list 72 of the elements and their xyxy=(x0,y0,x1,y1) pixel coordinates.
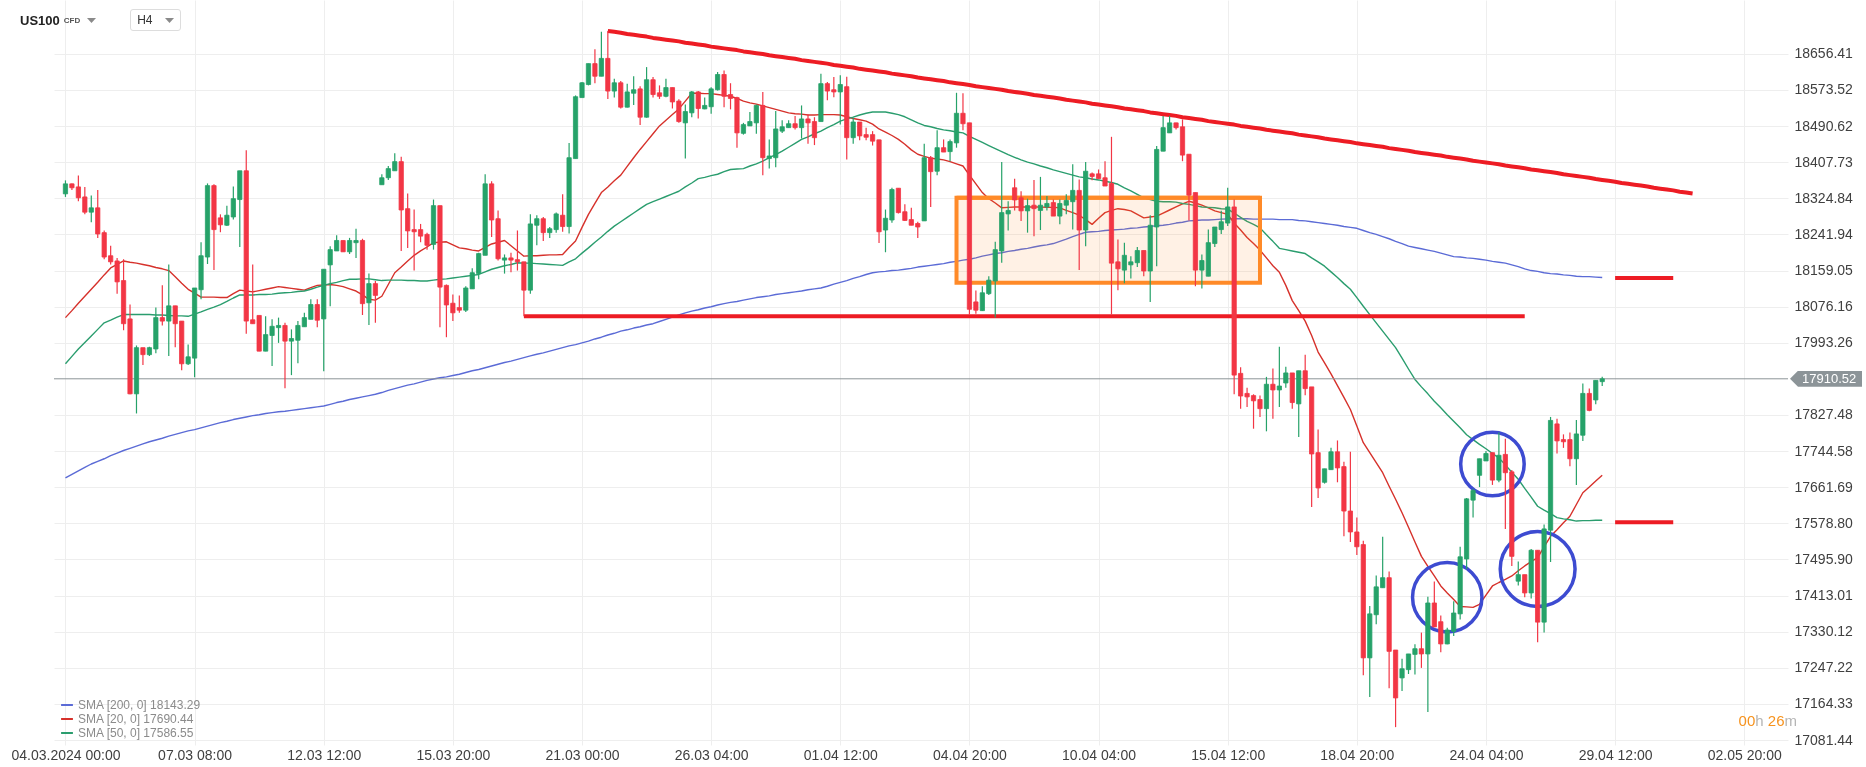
candlestick xyxy=(540,216,546,242)
y-tick-label: 18407.73 xyxy=(1794,153,1854,170)
candlestick xyxy=(1025,198,1031,234)
y-tick-label: 17247.22 xyxy=(1794,659,1854,676)
y-tick-label: 18573.52 xyxy=(1794,81,1854,98)
candlestick xyxy=(1522,574,1528,598)
x-tick-label: 24.04 04:00 xyxy=(1449,746,1524,763)
y-tick-label: 17827.48 xyxy=(1794,406,1854,423)
candlestick xyxy=(850,117,856,145)
y-tick-label: 17495.90 xyxy=(1794,550,1854,567)
x-tick-label: 07.03 08:00 xyxy=(158,746,233,763)
y-tick-label: 18490.62 xyxy=(1794,117,1854,134)
y-tick-label: 18159.05 xyxy=(1794,262,1854,279)
candlestick xyxy=(282,322,288,389)
x-tick-label: 21.03 00:00 xyxy=(545,746,620,763)
x-tick-label: 04.03.2024 00:00 xyxy=(11,746,121,763)
y-tick-label: 18076.16 xyxy=(1794,298,1854,315)
select-box: H4 xyxy=(130,9,181,31)
x-tick-label: 10.04 04:00 xyxy=(1062,746,1137,763)
x-tick-label: 15.04 12:00 xyxy=(1191,746,1266,763)
candlestick xyxy=(1418,632,1424,669)
candlestick xyxy=(611,78,617,99)
annotation: 00h 26m xyxy=(1738,712,1797,729)
y-tick-label: 17413.01 xyxy=(1794,587,1854,604)
y-tick-label: 18324.84 xyxy=(1794,189,1854,206)
y-tick-label: 17330.12 xyxy=(1794,623,1854,640)
candlestick xyxy=(1270,367,1276,420)
candlestick xyxy=(934,129,940,176)
candlestick xyxy=(598,31,604,77)
y-tick-label: 17661.69 xyxy=(1794,478,1854,495)
y-tick-label: 17164.33 xyxy=(1794,695,1854,712)
candlestick xyxy=(1031,179,1037,237)
candlestick xyxy=(1276,346,1282,408)
legend-label: SMA [200, 0] 18143.29 xyxy=(78,698,201,712)
candlestick xyxy=(1283,366,1289,389)
candlestick xyxy=(159,284,165,327)
line-series xyxy=(64,218,1603,479)
x-tick-label: 18.04 20:00 xyxy=(1320,746,1395,763)
candlestick xyxy=(560,193,566,233)
y-tick-label: 18241.94 xyxy=(1794,225,1854,242)
x-tick-label: 02.05 20:00 xyxy=(1707,746,1782,763)
annotation: H4 xyxy=(137,13,153,27)
ref-line-label: 17910.52 xyxy=(1790,370,1863,387)
y-tick-label: 17744.58 xyxy=(1794,442,1854,459)
legend-label: SMA [50, 0] 17586.55 xyxy=(78,726,194,740)
y-tick-label: 17081.44 xyxy=(1794,731,1854,748)
candlestick xyxy=(140,347,146,366)
candlestick xyxy=(314,298,320,328)
x-tick-label: 04.04 20:00 xyxy=(932,746,1008,763)
candlestick xyxy=(166,263,172,357)
candlestick xyxy=(372,280,378,324)
line-series xyxy=(605,28,1695,196)
x-tick-label: 26.03 04:00 xyxy=(674,746,749,763)
text: US100 xyxy=(20,12,60,28)
candlestick xyxy=(1515,560,1521,587)
text: CFD xyxy=(63,15,81,25)
candlestick xyxy=(695,90,701,120)
y-tick-label: 17993.26 xyxy=(1794,334,1854,351)
candlestick xyxy=(88,195,94,223)
x-tick-label: 29.04 12:00 xyxy=(1578,746,1653,763)
x-tick-label: 01.04 12:00 xyxy=(803,746,878,763)
y-tick-label: 17578.80 xyxy=(1794,514,1854,531)
candlestick xyxy=(366,273,372,326)
candlestick xyxy=(1141,249,1147,277)
x-tick-label: 15.03 20:00 xyxy=(416,746,491,763)
legend-label: SMA [20, 0] 17690.44 xyxy=(78,712,194,726)
y-tick-label: 18656.41 xyxy=(1794,45,1854,62)
candlestick xyxy=(792,115,798,130)
candlestick xyxy=(501,253,508,275)
candlestick xyxy=(928,155,934,208)
candlestick xyxy=(592,48,598,84)
x-tick-label: 12.03 12:00 xyxy=(287,746,362,763)
